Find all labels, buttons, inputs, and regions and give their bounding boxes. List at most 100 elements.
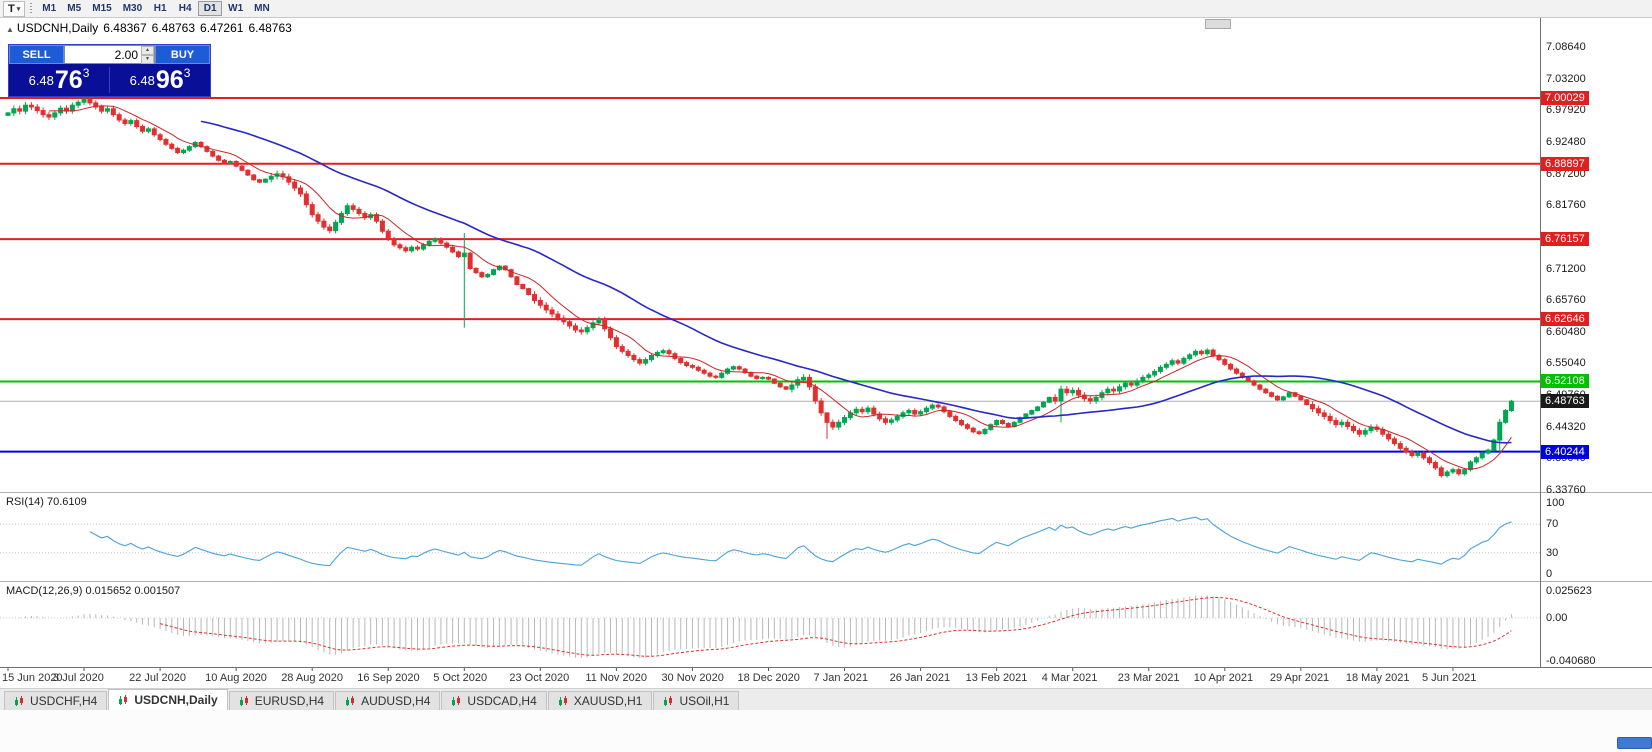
candle-body [1415,452,1421,456]
candle-body [1479,452,1485,459]
candle-body [1146,374,1152,378]
candle-body [836,421,842,428]
candle-body [5,112,11,116]
ohlc-low: 6.47261 [200,21,244,35]
chart-tab-usoil-h1[interactable]: USOil,H1 [653,691,740,710]
candle-body [514,276,520,285]
candle-body [806,376,812,388]
candle-body [1286,392,1292,398]
candle-body [602,318,608,330]
caret-down-icon: ▾ [16,5,21,13]
chart-shift-button[interactable] [1205,19,1231,29]
volume-value: 2.00 [114,47,138,62]
candle-body [660,350,666,354]
timeframe-button-w1[interactable]: W1 [228,3,244,14]
chart-canvas[interactable] [0,18,1652,688]
candle-body [403,247,409,252]
candle-body [783,386,789,390]
candle-body [1450,469,1456,473]
candle-body [157,134,163,141]
candle-body [970,427,976,433]
candle-body [643,359,649,364]
candle-body [1169,360,1175,365]
candle-body [397,244,403,249]
ohlc-open: 6.48367 [103,21,147,35]
candle-body [116,114,122,121]
candle-body [17,108,23,112]
candle-body [748,372,754,377]
timeframe-button-d1[interactable]: D1 [198,1,223,16]
candle-body [730,366,736,370]
moving-average-line [200,120,1512,444]
text-tool-dropdown[interactable]: T ▾ [3,0,26,17]
timeframe-button-m5[interactable]: M5 [67,3,82,14]
candle-body [508,269,514,278]
timeframe-button-m1[interactable]: M1 [42,3,57,14]
chart-tab-usdcad-h4[interactable]: USDCAD,H4 [441,691,547,710]
sell-button[interactable]: SELL [9,45,64,64]
candle-body [812,386,818,402]
chart-tab-xauusd-h1[interactable]: XAUUSD,H1 [547,691,653,710]
horizontal-scrollbar-thumb[interactable] [1617,737,1652,749]
volume-down-button[interactable]: ▼ [141,55,154,64]
candle-body [151,128,157,136]
chart-tab-label: USOil,H1 [679,694,730,708]
chart-title: ▲ USDCNH,Daily 6.48367 6.48763 6.47261 6.4876… [6,21,297,35]
volume-up-button[interactable]: ▲ [141,46,154,55]
candle-body [432,238,438,242]
timeframe-button-m30[interactable]: M30 [122,3,143,14]
candle-body [104,108,110,112]
candle-body [46,114,52,118]
toolbar-grip[interactable] [30,2,33,15]
candle-body [1351,425,1356,432]
macd-signal-line [159,597,1512,657]
price-axis-tick: 6.81760 [1546,199,1586,212]
buy-price[interactable]: 6.48 96 3 [110,64,210,96]
chart-tab-usdchf-h4[interactable]: USDCHF,H4 [4,691,108,710]
timeframe-button-m15[interactable]: M15 [92,3,112,14]
candle-body [1234,368,1239,374]
sell-price[interactable]: 6.48 76 3 [9,64,109,96]
candle-body [894,415,900,421]
candle-body [1456,469,1462,475]
collapse-triangle-icon[interactable]: ▲ [6,25,14,34]
chart-tab-usdcnh-daily[interactable]: USDCNH,Daily [108,689,228,710]
candle-body [1228,363,1234,370]
candle-body [221,159,227,164]
timeframe-button-h1[interactable]: H1 [153,3,167,14]
candle-body [420,244,426,250]
price-axis-tick: 6.97920 [1546,104,1586,117]
top-toolbar: T ▾ M1 M5 M15 M30 H1 H4 D1 W1 MN [0,0,1652,18]
candle-body [1304,399,1310,406]
chart-tab-audusd-h4[interactable]: AUDUSD,H4 [335,691,441,710]
macd-axis-tick: 0.00 [1546,612,1568,625]
candle-body [1497,421,1503,441]
candle-body [625,350,631,356]
ohlc-close: 6.48763 [248,21,292,35]
candle-body [186,146,192,151]
candle-body [649,354,654,361]
candle-body [34,106,40,112]
timeframe-button-h4[interactable]: H4 [178,3,192,14]
level-price-box: 6.52108 [1541,374,1589,389]
timeframe-button-mn[interactable]: MN [254,3,270,14]
buy-button[interactable]: BUY [155,45,210,64]
candle-body [181,149,186,154]
candle-body [52,112,58,118]
candle-body [1315,408,1321,414]
candle-body [1269,392,1275,397]
macd-axis-tick: -0.040680 [1546,655,1596,667]
rsi-axis-tick: 0 [1546,568,1553,580]
volume-field[interactable]: 2.00 ▲ ▼ [64,45,155,64]
candle-body [619,346,625,352]
candle-body [1263,388,1269,394]
date-label: 10 Aug 2020 [205,672,267,684]
candle-body [736,366,742,370]
candle-body [1345,421,1351,427]
candle-body [409,246,415,252]
chart-tab-icon [558,695,569,707]
chart-tab-eurusd-h4[interactable]: EURUSD,H4 [228,691,335,710]
candle-body [888,419,894,423]
date-label: 18 Dec 2020 [737,672,800,684]
date-label: 23 Mar 2021 [1117,672,1180,684]
